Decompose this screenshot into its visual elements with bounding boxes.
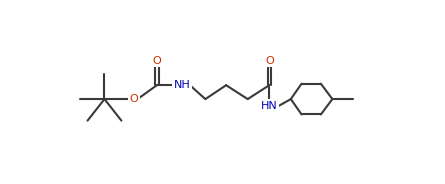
Text: O: O: [129, 94, 138, 104]
Text: O: O: [265, 56, 274, 66]
Text: NH: NH: [174, 80, 190, 90]
Text: O: O: [153, 56, 161, 66]
Text: HN: HN: [261, 101, 278, 111]
